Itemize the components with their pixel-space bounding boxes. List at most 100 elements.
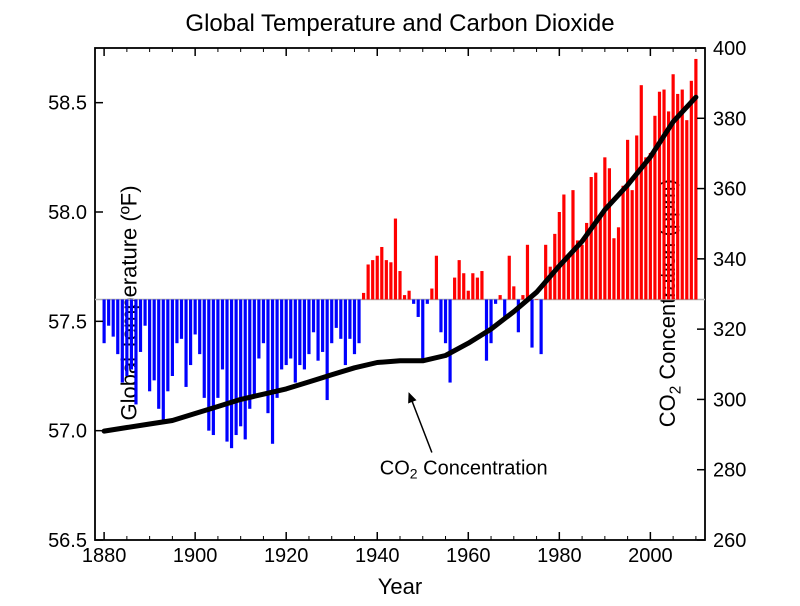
temp-bar — [448, 299, 451, 382]
temp-bar — [571, 190, 574, 299]
temp-bar — [667, 111, 670, 299]
temp-bar — [235, 299, 238, 435]
temp-bar — [307, 299, 310, 354]
temp-bar — [398, 271, 401, 299]
temp-bar — [439, 299, 442, 332]
temp-bar — [362, 293, 365, 300]
temp-bar — [344, 299, 347, 365]
temp-bar — [590, 177, 593, 299]
chart-frame: { "title": "Global Temperature and Carbo… — [0, 0, 800, 606]
svg-text:58.0: 58.0 — [48, 202, 87, 224]
svg-text:400: 400 — [713, 38, 746, 60]
temp-bar — [394, 219, 397, 300]
temp-bar — [280, 299, 283, 369]
temp-bar — [171, 299, 174, 376]
svg-text:340: 340 — [713, 249, 746, 271]
temp-bar — [257, 299, 260, 358]
temp-bar — [107, 299, 110, 325]
temp-bar — [339, 299, 342, 338]
svg-text:320: 320 — [713, 319, 746, 341]
temp-bar — [558, 212, 561, 299]
svg-text:57.5: 57.5 — [48, 311, 87, 333]
temp-bar — [444, 299, 447, 343]
temp-bar — [335, 299, 338, 327]
temp-bar — [530, 299, 533, 347]
temp-bar — [312, 299, 315, 332]
temp-bar — [599, 216, 602, 299]
temp-bar — [175, 299, 178, 343]
temp-bar — [476, 278, 479, 300]
temp-bar — [385, 260, 388, 299]
temp-bar — [194, 299, 197, 334]
chart-svg: 188019001920194019601980200056.557.057.5… — [0, 0, 800, 606]
temp-bar — [617, 227, 620, 299]
temp-bar — [244, 299, 247, 439]
temp-bar — [285, 299, 288, 365]
temp-bar — [148, 299, 151, 391]
temp-bar — [462, 273, 465, 299]
temp-bar — [544, 245, 547, 300]
co2-line — [104, 97, 696, 431]
temp-bar — [672, 74, 675, 299]
temp-bar — [540, 299, 543, 354]
annotation-label: CO2 Concentration — [380, 457, 548, 481]
temp-bar — [157, 299, 160, 408]
temp-bar — [221, 299, 224, 369]
temp-bar — [253, 299, 256, 397]
temp-bar — [289, 299, 292, 358]
temp-bar — [453, 278, 456, 300]
svg-text:56.5: 56.5 — [48, 530, 87, 552]
temp-bar — [184, 299, 187, 386]
temp-bar — [562, 195, 565, 300]
svg-text:1900: 1900 — [173, 545, 218, 567]
temp-bar — [640, 85, 643, 299]
temp-bar — [166, 299, 169, 391]
temp-bar — [143, 299, 146, 325]
temp-bar — [430, 289, 433, 300]
temp-bar — [371, 260, 374, 299]
temp-bar — [357, 299, 360, 343]
temp-bar — [535, 299, 538, 300]
annotation-arrow — [409, 393, 432, 452]
temp-bar — [125, 299, 128, 376]
temp-bar — [153, 299, 156, 380]
temp-bar — [212, 299, 215, 435]
svg-text:1940: 1940 — [355, 545, 400, 567]
temp-bar — [631, 190, 634, 299]
temp-bar — [198, 299, 201, 354]
temp-bar — [567, 256, 570, 300]
temp-bar — [225, 299, 228, 441]
svg-text:57.0: 57.0 — [48, 421, 87, 443]
temp-bar — [421, 299, 424, 360]
temp-bar — [594, 173, 597, 300]
temp-bar — [275, 299, 278, 397]
temp-bar — [649, 153, 652, 300]
temp-bar — [248, 299, 251, 408]
temp-bar — [326, 299, 329, 400]
svg-text:1920: 1920 — [264, 545, 309, 567]
temp-bar — [266, 299, 269, 413]
temp-bar — [130, 299, 133, 369]
temp-bar — [471, 273, 474, 299]
temp-bar — [139, 299, 142, 351]
temp-bar — [294, 299, 297, 382]
temp-bar — [426, 299, 429, 303]
temp-bar — [380, 247, 383, 299]
temp-bar — [508, 256, 511, 300]
temp-bar — [635, 135, 638, 299]
temp-bar — [681, 90, 684, 300]
temp-bar — [239, 299, 242, 426]
temp-bar — [499, 295, 502, 299]
temp-bar — [503, 299, 506, 316]
svg-text:2000: 2000 — [628, 545, 673, 567]
temp-bar — [298, 299, 301, 365]
temp-bar — [512, 286, 515, 299]
temp-bar — [230, 299, 233, 448]
temp-bar — [180, 299, 183, 338]
temp-bar — [330, 299, 333, 343]
temp-bar — [676, 94, 679, 300]
temp-bar — [480, 271, 483, 299]
temp-bar — [321, 299, 324, 351]
temp-bar — [621, 186, 624, 300]
svg-text:300: 300 — [713, 389, 746, 411]
